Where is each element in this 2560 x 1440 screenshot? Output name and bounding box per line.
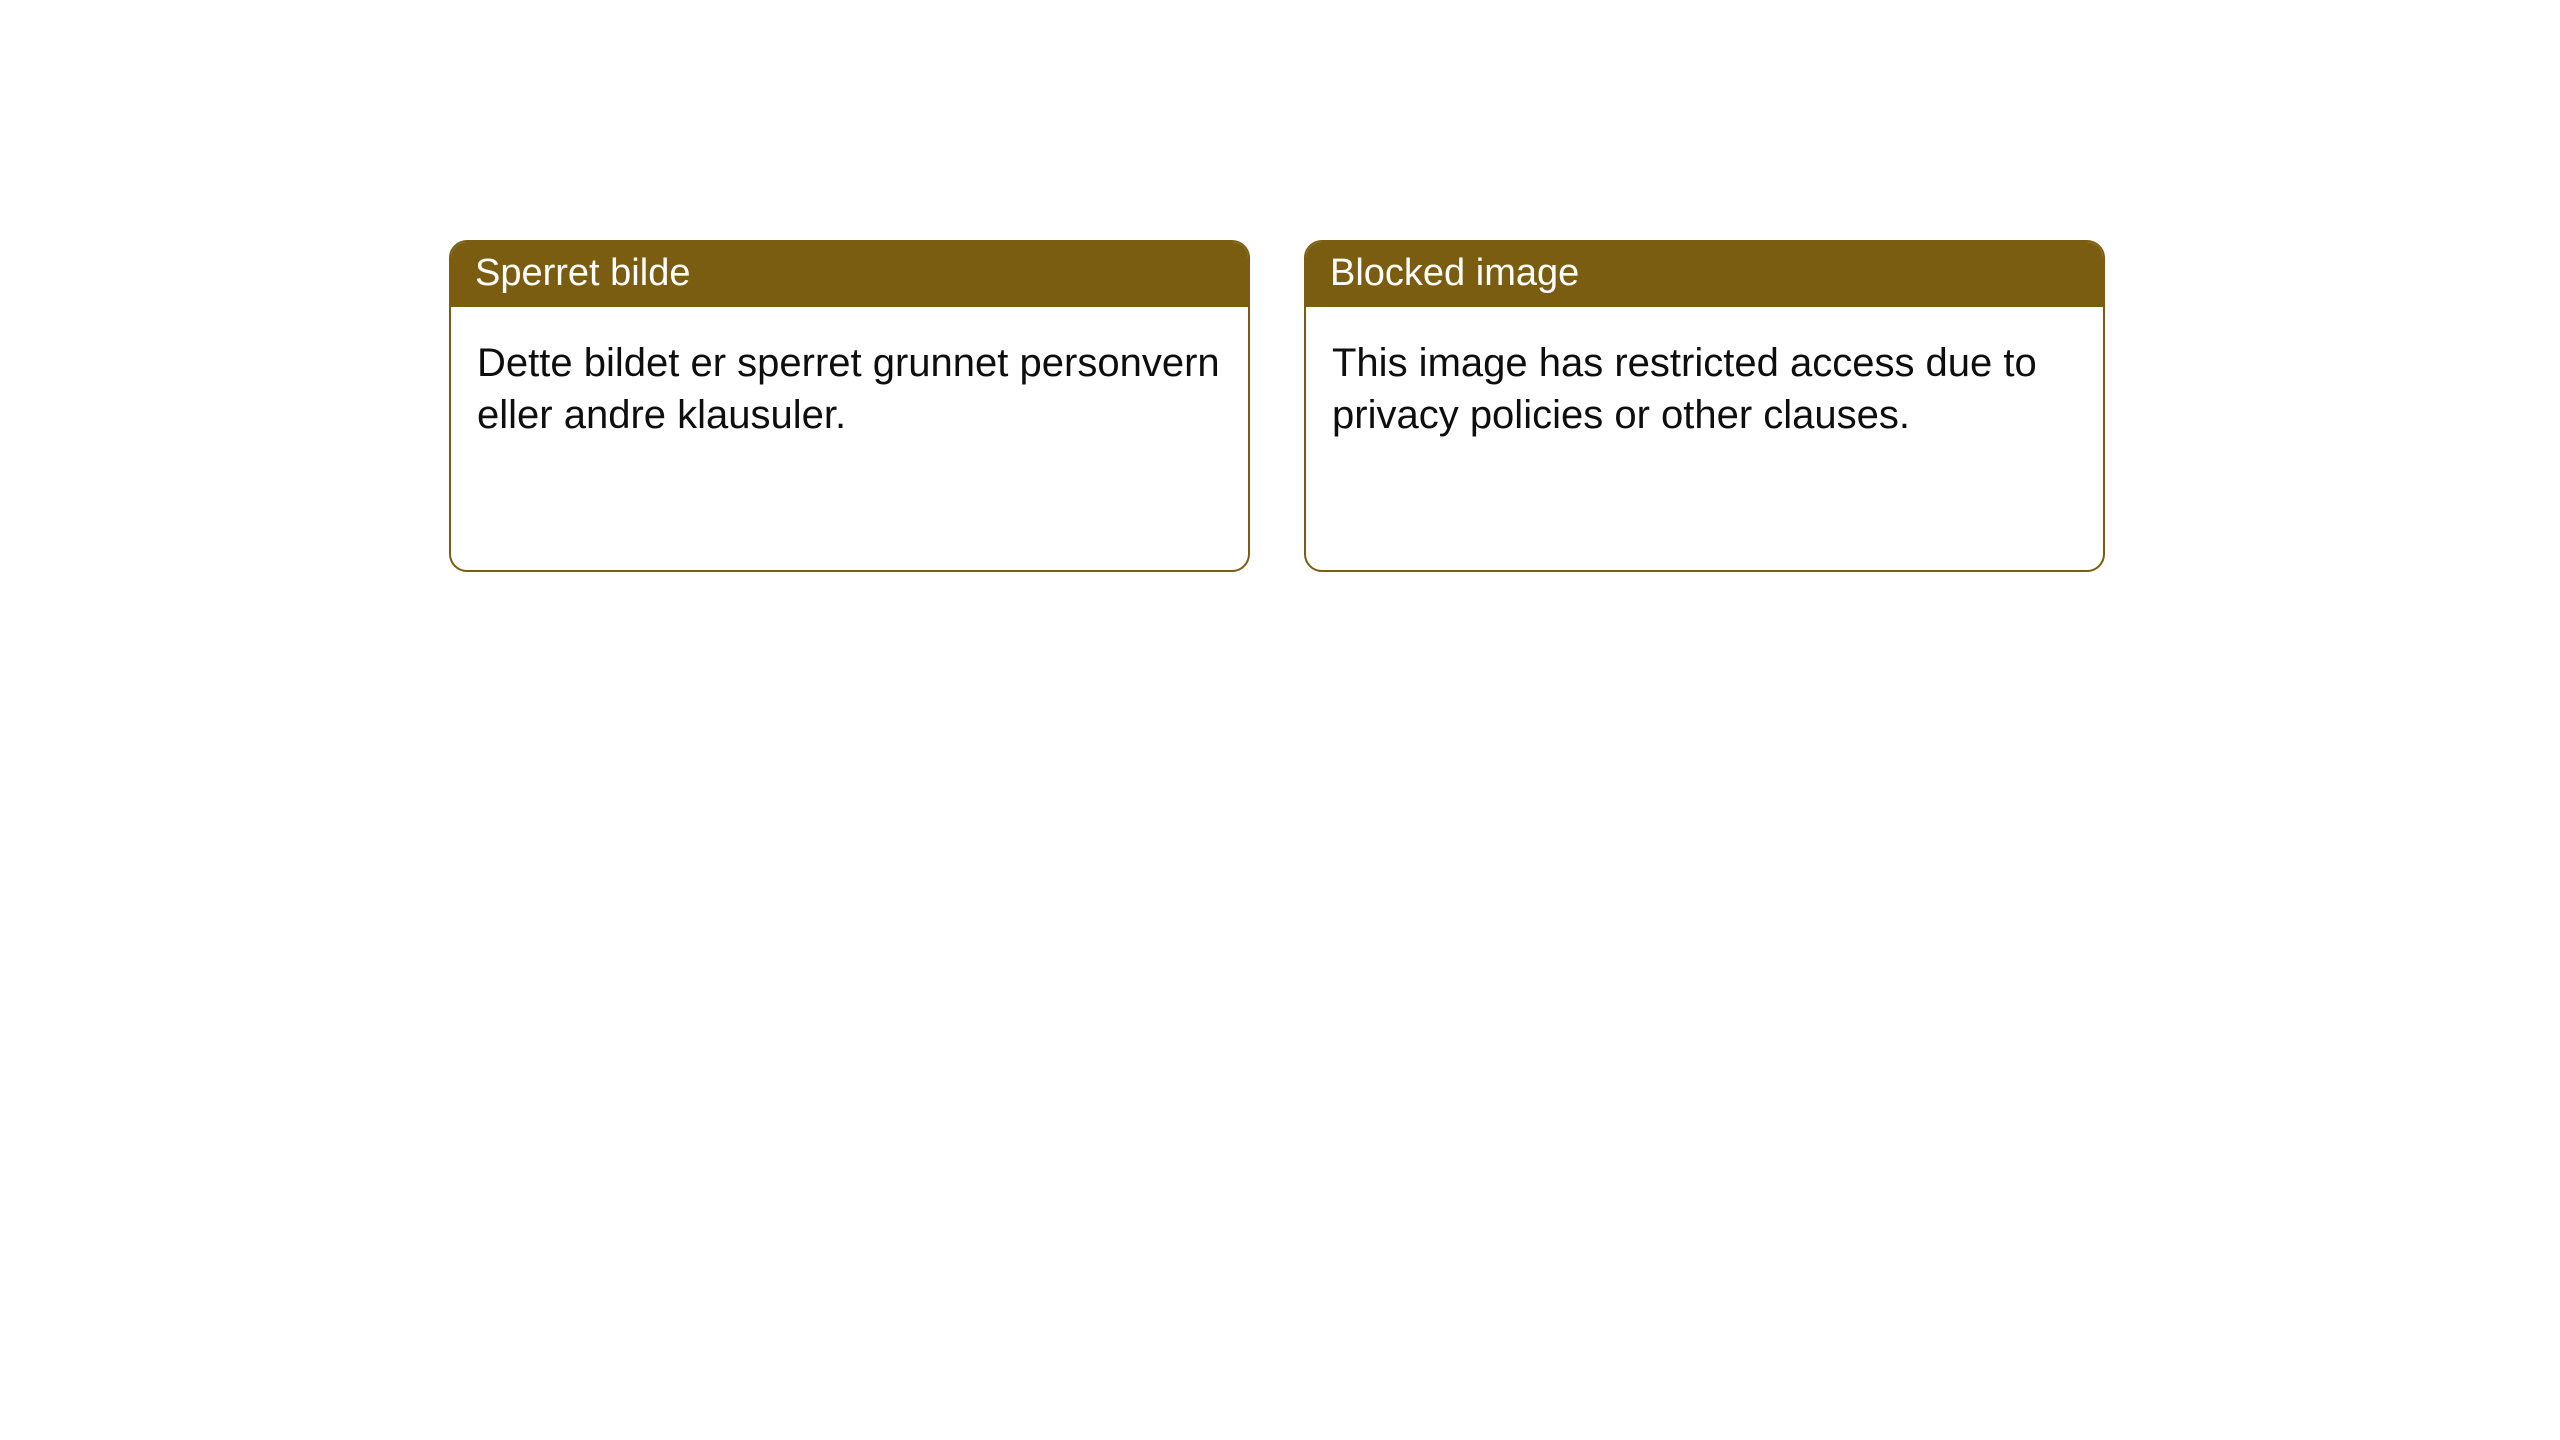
notice-container: Sperret bilde Dette bildet er sperret gr… [449,240,2105,572]
notice-message: This image has restricted access due to … [1332,341,2037,437]
notice-header: Sperret bilde [451,242,1248,307]
notice-body: Dette bildet er sperret grunnet personve… [451,307,1248,471]
notice-card-english: Blocked image This image has restricted … [1304,240,2105,572]
notice-body: This image has restricted access due to … [1306,307,2103,471]
notice-title: Sperret bilde [475,252,690,294]
notice-message: Dette bildet er sperret grunnet personve… [477,341,1220,437]
notice-title: Blocked image [1330,252,1579,294]
notice-header: Blocked image [1306,242,2103,307]
notice-card-norwegian: Sperret bilde Dette bildet er sperret gr… [449,240,1250,572]
